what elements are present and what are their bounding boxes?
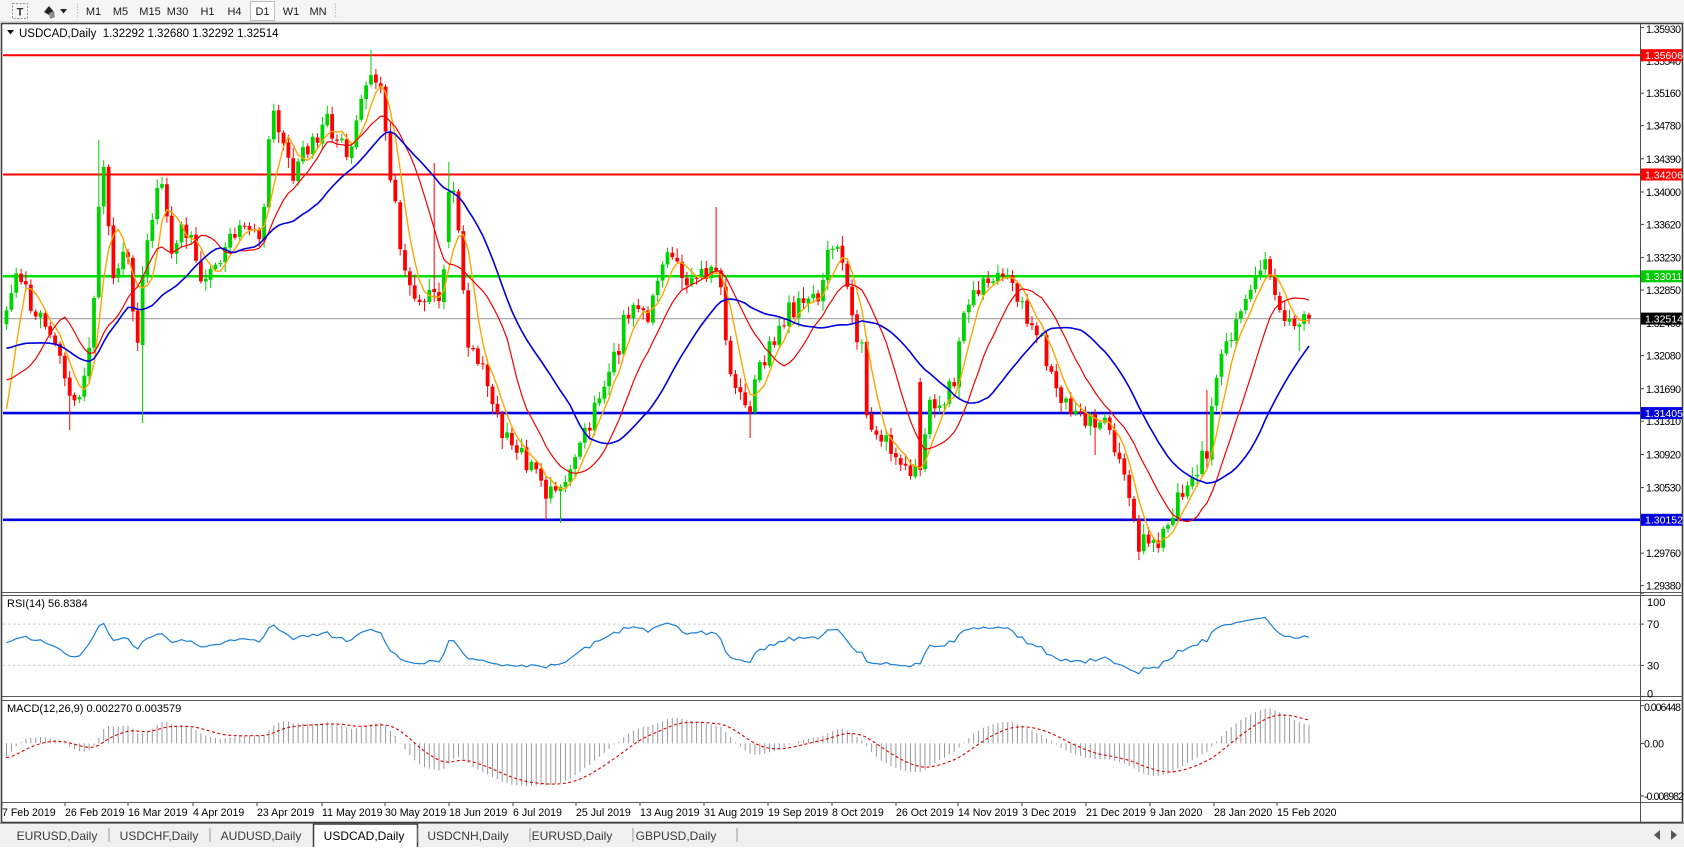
svg-text:18 Jun 2019: 18 Jun 2019 [449, 807, 507, 819]
svg-text:4 Apr 2019: 4 Apr 2019 [193, 807, 244, 819]
svg-text:19 Sep 2019: 19 Sep 2019 [768, 807, 828, 819]
svg-text:1.34780: 1.34780 [1646, 121, 1681, 133]
svg-text:13 Aug 2019: 13 Aug 2019 [640, 807, 700, 819]
svg-text:1.34000: 1.34000 [1646, 187, 1681, 199]
svg-text:1.32080: 1.32080 [1646, 351, 1681, 363]
svg-text:T: T [17, 7, 24, 19]
svg-text:11 May 2019: 11 May 2019 [322, 807, 383, 819]
svg-text:31 Aug 2019: 31 Aug 2019 [704, 807, 764, 819]
svg-text:6 Jul 2019: 6 Jul 2019 [513, 807, 562, 819]
svg-text:1.33620: 1.33620 [1646, 219, 1681, 231]
svg-text:100: 100 [1647, 597, 1665, 609]
svg-text:25 Jul 2019: 25 Jul 2019 [576, 807, 631, 819]
svg-text:1.35160: 1.35160 [1646, 88, 1681, 100]
svg-text:1.29760: 1.29760 [1646, 548, 1681, 560]
svg-text:MACD(12,26,9) 0.002270 0.00357: MACD(12,26,9) 0.002270 0.003579 [7, 703, 181, 715]
svg-text:USDCAD,Daily 1.32292 1.32680: USDCAD,Daily 1.32292 1.32680 1.32292 1.3… [19, 28, 279, 40]
svg-text:1.30920: 1.30920 [1646, 449, 1681, 461]
svg-text:0.00: 0.00 [1644, 738, 1664, 750]
svg-text:GBPUSD,Daily: GBPUSD,Daily [636, 829, 717, 843]
svg-text:30 May 2019: 30 May 2019 [385, 807, 446, 819]
svg-text:26 Oct 2019: 26 Oct 2019 [896, 807, 954, 819]
svg-text:28 Jan 2020: 28 Jan 2020 [1214, 807, 1272, 819]
svg-text:H1: H1 [200, 6, 214, 18]
svg-text:1.32514: 1.32514 [1645, 313, 1683, 325]
svg-text:EURUSD,Daily: EURUSD,Daily [17, 829, 98, 843]
svg-text:14 Nov 2019: 14 Nov 2019 [958, 807, 1018, 819]
svg-text:1.33230: 1.33230 [1646, 253, 1681, 265]
svg-text:15 Feb 2020: 15 Feb 2020 [1277, 807, 1337, 819]
svg-text:W1: W1 [283, 6, 300, 18]
svg-text:RSI(14) 56.8384: RSI(14) 56.8384 [7, 598, 88, 610]
svg-text:D1: D1 [255, 6, 269, 18]
svg-text:M5: M5 [113, 6, 128, 18]
svg-text:3 Dec 2019: 3 Dec 2019 [1022, 807, 1076, 819]
svg-text:USDCAD,Daily: USDCAD,Daily [324, 829, 405, 843]
svg-text:8 Oct 2019: 8 Oct 2019 [832, 807, 884, 819]
svg-text:1.31310: 1.31310 [1646, 416, 1681, 428]
svg-text:H4: H4 [227, 6, 241, 18]
svg-text:M30: M30 [167, 6, 188, 18]
svg-text:1.34206: 1.34206 [1645, 169, 1683, 181]
svg-text:70: 70 [1647, 619, 1659, 631]
svg-text:0: 0 [1647, 689, 1653, 701]
svg-text:EURUSD,Daily: EURUSD,Daily [532, 829, 613, 843]
svg-text:1.31690: 1.31690 [1646, 384, 1681, 396]
svg-text:21 Dec 2019: 21 Dec 2019 [1086, 807, 1146, 819]
svg-text:USDCNH,Daily: USDCNH,Daily [427, 829, 508, 843]
svg-text:1.35606: 1.35606 [1645, 50, 1683, 62]
svg-text:7 Feb 2019: 7 Feb 2019 [2, 807, 56, 819]
svg-text:1.30530: 1.30530 [1646, 483, 1681, 495]
svg-text:1.31405: 1.31405 [1645, 408, 1683, 420]
svg-text:9 Jan 2020: 9 Jan 2020 [1150, 807, 1203, 819]
svg-text:-0.008982: -0.008982 [1644, 791, 1684, 803]
svg-text:1.33011: 1.33011 [1645, 271, 1682, 283]
svg-text:16 Mar 2019: 16 Mar 2019 [128, 807, 188, 819]
svg-text:M1: M1 [86, 6, 101, 18]
svg-text:1.30152: 1.30152 [1645, 515, 1683, 527]
svg-text:1.35930: 1.35930 [1646, 24, 1681, 36]
svg-text:1.32850: 1.32850 [1646, 285, 1681, 297]
svg-text:AUDUSD,Daily: AUDUSD,Daily [221, 829, 302, 843]
svg-text:26 Feb 2019: 26 Feb 2019 [65, 807, 125, 819]
svg-text:23 Apr 2019: 23 Apr 2019 [257, 807, 314, 819]
svg-text:MN: MN [309, 6, 326, 18]
svg-text:30: 30 [1647, 660, 1659, 672]
svg-text:1.34390: 1.34390 [1646, 154, 1681, 166]
svg-text:M15: M15 [139, 6, 160, 18]
svg-text:0.006448: 0.006448 [1644, 702, 1681, 714]
svg-text:USDCHF,Daily: USDCHF,Daily [120, 829, 199, 843]
svg-text:1.29380: 1.29380 [1646, 581, 1681, 593]
